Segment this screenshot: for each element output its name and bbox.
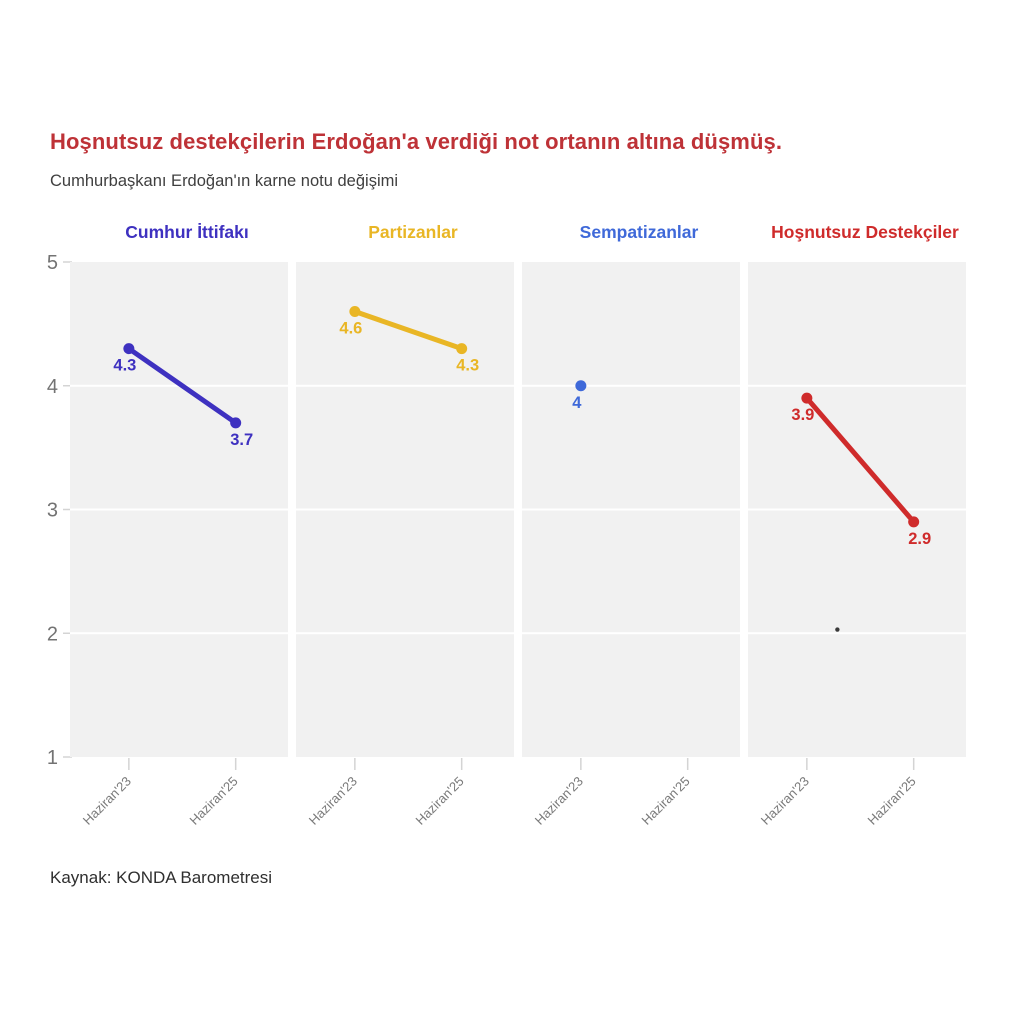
data-value-label: 2.9: [908, 530, 931, 548]
data-point: [456, 343, 468, 355]
x-tick-label: Haziran'25: [639, 774, 693, 828]
panel-title: Cumhur İttifakı: [125, 222, 248, 242]
data-value-label: 4.3: [456, 357, 479, 375]
x-tick-label: Haziran'25: [187, 774, 241, 828]
trend-line: [352, 309, 465, 352]
data-point: [230, 417, 242, 429]
data-value-label: 3.7: [230, 431, 253, 449]
trend-line: [126, 346, 239, 426]
panel-title: Partizanlar: [368, 222, 458, 242]
trend-line: [804, 395, 917, 525]
x-tick-label: Haziran'23: [758, 774, 812, 828]
data-point: [123, 343, 135, 355]
panel-title: Sempatizanlar: [580, 222, 699, 242]
x-tick-label: Haziran'25: [413, 774, 467, 828]
panel-title: Hoşnutsuz Destekçiler: [771, 222, 959, 242]
data-value-label: 3.9: [791, 406, 814, 424]
source-note: Kaynak: KONDA Barometresi: [50, 868, 273, 887]
x-tick-label: Haziran'25: [865, 774, 919, 828]
y-tick-label: 5: [47, 252, 58, 274]
x-tick-label: Haziran'23: [306, 774, 360, 828]
data-point: [801, 392, 813, 404]
stray-dot: [835, 627, 840, 632]
data-point: [349, 306, 361, 317]
x-tick-label: Haziran'23: [80, 774, 134, 828]
data-point: [908, 516, 920, 528]
y-tick-label: 2: [47, 623, 58, 645]
data-value-label: 4.3: [113, 357, 136, 375]
y-tick-label: 1: [47, 747, 58, 769]
data-value-label: 4: [572, 394, 582, 412]
chart-subtitle: Cumhurbaşkanı Erdoğan'ın karne notu deği…: [50, 172, 399, 190]
y-tick-label: 3: [47, 500, 58, 522]
data-point: [575, 380, 587, 392]
chart-title: Hoşnutsuz destekçilerin Erdoğan'a verdiğ…: [50, 129, 783, 154]
y-tick-label: 4: [47, 376, 58, 398]
data-value-label: 4.6: [339, 320, 362, 338]
x-tick-label: Haziran'23: [532, 774, 586, 828]
